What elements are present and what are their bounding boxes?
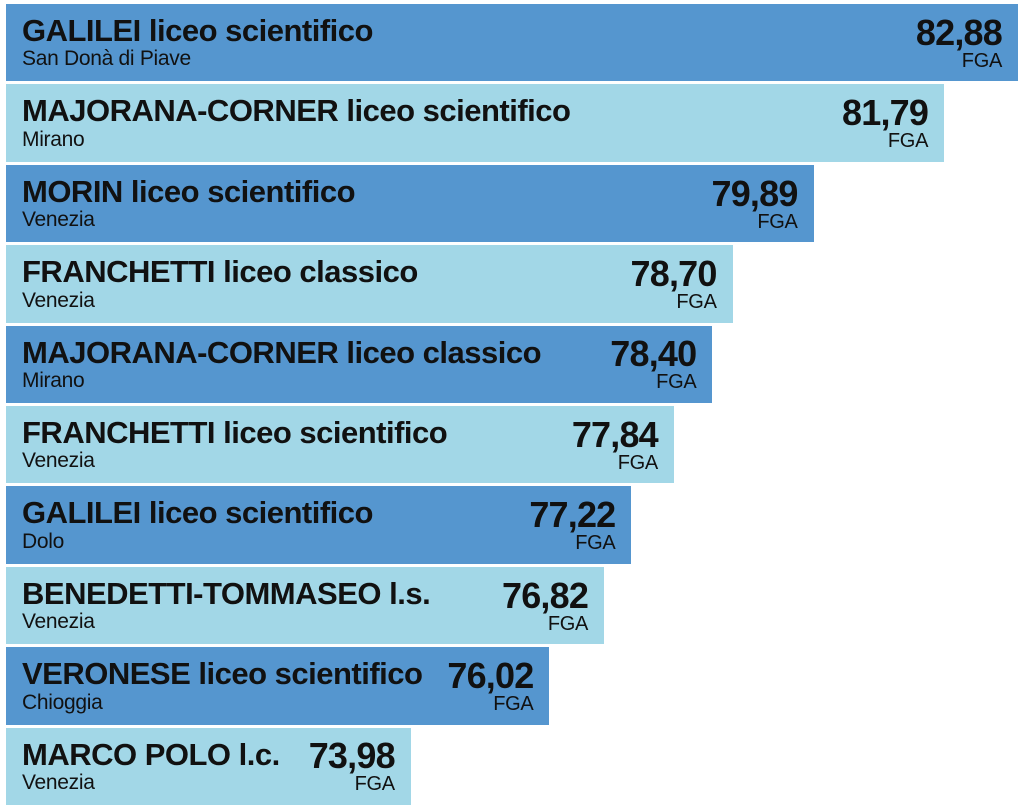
bar-value-block: 77,22FGA (529, 497, 615, 553)
rank-bar: MORIN liceo scientificoVenezia79,89FGA (6, 165, 814, 242)
rank-bar: GALILEI liceo scientificoDolo77,22FGA (6, 486, 631, 563)
bar-value-block: 82,88FGA (916, 15, 1002, 71)
bar-value-block: 78,70FGA (631, 256, 717, 312)
bar-value-block: 78,40FGA (610, 336, 696, 392)
bar-subtitle: Dolo (22, 531, 529, 553)
bar-value: 81,79 (842, 95, 928, 131)
bar-unit: FGA (493, 694, 533, 714)
rank-bar: MAJORANA-CORNER liceo scientificoMirano8… (6, 84, 944, 161)
bar-title: VERONESE liceo scientifico (22, 658, 447, 691)
bar-value: 77,22 (529, 497, 615, 533)
bar-unit: FGA (575, 533, 615, 553)
bar-value: 77,84 (572, 417, 658, 453)
rank-bar: GALILEI liceo scientificoSan Donà di Pia… (6, 4, 1018, 81)
bar-subtitle: Venezia (22, 772, 309, 794)
bar-value-block: 76,82FGA (502, 578, 588, 634)
bar-subtitle: Venezia (22, 450, 572, 472)
bar-value: 79,89 (711, 176, 797, 212)
bar-title: BENEDETTI-TOMMASEO l.s. (22, 578, 502, 611)
bar-left-block: BENEDETTI-TOMMASEO l.s.Venezia (22, 578, 502, 634)
rank-bar: BENEDETTI-TOMMASEO l.s.Venezia76,82FGA (6, 567, 604, 644)
bar-value-block: 73,98FGA (309, 738, 395, 794)
bar-left-block: VERONESE liceo scientificoChioggia (22, 658, 447, 714)
bar-unit: FGA (618, 453, 658, 473)
bar-value-block: 77,84FGA (572, 417, 658, 473)
bar-value-block: 81,79FGA (842, 95, 928, 151)
bar-left-block: FRANCHETTI liceo classicoVenezia (22, 256, 631, 312)
bar-unit: FGA (656, 372, 696, 392)
bar-title: MORIN liceo scientifico (22, 176, 711, 209)
bar-title: GALILEI liceo scientifico (22, 497, 529, 530)
bar-subtitle: Mirano (22, 129, 842, 151)
bar-value-block: 79,89FGA (711, 176, 797, 232)
bar-value: 76,82 (502, 578, 588, 614)
rank-bar: FRANCHETTI liceo classicoVenezia78,70FGA (6, 245, 733, 322)
bar-subtitle: Chioggia (22, 692, 447, 714)
bar-title: MAJORANA-CORNER liceo classico (22, 337, 610, 370)
bar-unit: FGA (676, 292, 716, 312)
bar-title: MAJORANA-CORNER liceo scientifico (22, 95, 842, 128)
bar-unit: FGA (355, 774, 395, 794)
bar-left-block: MORIN liceo scientificoVenezia (22, 176, 711, 232)
bar-title: FRANCHETTI liceo scientifico (22, 417, 572, 450)
ranking-bar-chart: GALILEI liceo scientificoSan Donà di Pia… (0, 0, 1024, 812)
bar-left-block: MAJORANA-CORNER liceo scientificoMirano (22, 95, 842, 151)
bar-left-block: GALILEI liceo scientificoDolo (22, 497, 529, 553)
bar-subtitle: San Donà di Piave (22, 48, 916, 70)
bar-value-block: 76,02FGA (447, 658, 533, 714)
bar-unit: FGA (548, 614, 588, 634)
rank-bar: MAJORANA-CORNER liceo classicoMirano78,4… (6, 326, 712, 403)
bar-left-block: FRANCHETTI liceo scientificoVenezia (22, 417, 572, 473)
rank-bar: VERONESE liceo scientificoChioggia76,02F… (6, 647, 549, 724)
bar-value: 82,88 (916, 15, 1002, 51)
bar-left-block: MARCO POLO l.c.Venezia (22, 739, 309, 795)
bar-unit: FGA (962, 51, 1002, 71)
bar-title: GALILEI liceo scientifico (22, 15, 916, 48)
bar-subtitle: Venezia (22, 209, 711, 231)
rank-bar: MARCO POLO l.c.Venezia73,98FGA (6, 728, 411, 805)
bar-unit: FGA (757, 212, 797, 232)
bar-value: 73,98 (309, 738, 395, 774)
rank-bar: FRANCHETTI liceo scientificoVenezia77,84… (6, 406, 674, 483)
bar-subtitle: Venezia (22, 290, 631, 312)
bar-value: 78,40 (610, 336, 696, 372)
bar-title: MARCO POLO l.c. (22, 739, 309, 772)
bar-left-block: MAJORANA-CORNER liceo classicoMirano (22, 337, 610, 393)
bar-title: FRANCHETTI liceo classico (22, 256, 631, 289)
bar-value: 78,70 (631, 256, 717, 292)
bar-unit: FGA (888, 131, 928, 151)
bar-subtitle: Mirano (22, 370, 610, 392)
bar-value: 76,02 (447, 658, 533, 694)
bar-subtitle: Venezia (22, 611, 502, 633)
bar-left-block: GALILEI liceo scientificoSan Donà di Pia… (22, 15, 916, 71)
